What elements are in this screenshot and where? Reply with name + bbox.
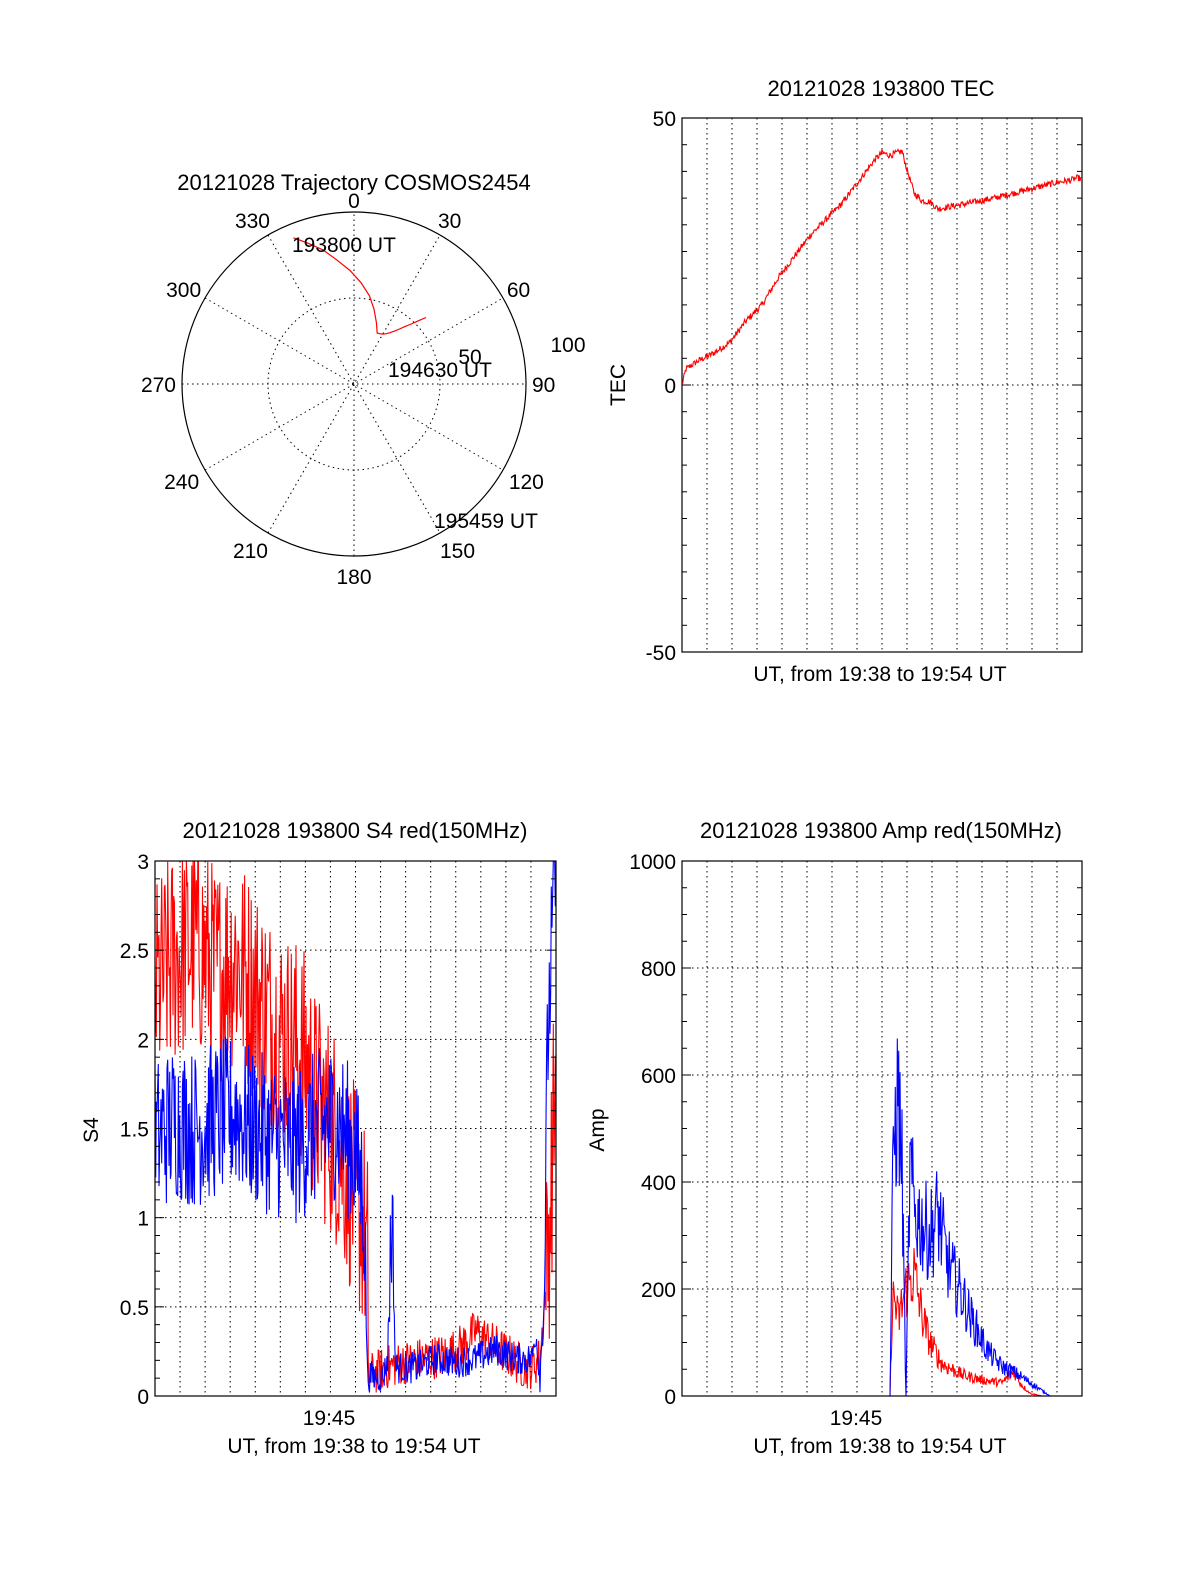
- polar-angle-label-30: 30: [438, 210, 461, 233]
- radius-label-50: 50: [458, 346, 481, 369]
- y-tick-label: 0: [664, 375, 676, 398]
- amp-chart: 20121028 193800 Amp red(150MHz) 0 200 400 6…: [586, 818, 1083, 1458]
- y-tick-label: 3: [137, 851, 149, 874]
- amp-y-tick-labels: 0 200 400 600 800 1000: [629, 851, 676, 1409]
- amp-ticks: [682, 860, 1082, 1397]
- y-tick-label: 400: [641, 1172, 676, 1195]
- y-tick-label: 0.5: [120, 1297, 149, 1320]
- y-tick-label: 1: [137, 1208, 149, 1231]
- tec-x-axis-label: UT, from 19:38 to 19:54 UT: [753, 663, 1006, 686]
- y-tick-label: 800: [641, 958, 676, 981]
- y-tick-label: 50: [653, 108, 676, 131]
- polar-angle-label-270: 270: [141, 374, 176, 397]
- tec-y-axis-label: TEC: [607, 364, 630, 406]
- y-tick-label: 2: [137, 1029, 149, 1052]
- polar-angle-label-120: 120: [509, 471, 544, 494]
- polar-angle-label-330: 330: [235, 210, 270, 233]
- y-tick-label: 0: [137, 1386, 149, 1409]
- tec-ticks: [682, 117, 1082, 653]
- polar-angle-label-90: 90: [532, 374, 555, 397]
- tec-chart: 20121028 193800 TEC -50 0 50 TEC UT, from …: [607, 76, 1083, 686]
- amp-x-axis-label: UT, from 19:38 to 19:54 UT: [753, 1435, 1006, 1458]
- s4-y-axis-label: S4: [80, 1117, 103, 1143]
- tec-grid: [682, 118, 1082, 652]
- polar-angle-label-300: 300: [166, 279, 201, 302]
- polar-grid: [182, 212, 526, 556]
- s4-ticks: [155, 860, 556, 1397]
- series-line-1: [154, 860, 557, 1393]
- s4-x-tick-label: 19:45: [303, 1407, 356, 1430]
- polar-title: 20121028 Trajectory COSMOS2454: [177, 170, 530, 195]
- tec-title: 20121028 193800 TEC: [767, 76, 994, 101]
- polar-angle-label-180: 180: [336, 566, 371, 589]
- y-tick-label: 2.5: [120, 940, 149, 963]
- tec-y-tick-labels: -50 0 50: [646, 108, 676, 665]
- amp-title: 20121028 193800 Amp red(150MHz): [700, 818, 1062, 843]
- polar-angle-label-240: 240: [164, 471, 199, 494]
- y-tick-label: 1.5: [120, 1119, 149, 1142]
- s4-y-tick-labels: 0 0.5 1 1.5 2 2.5 3: [120, 851, 149, 1409]
- s4-chart: 20121028 193800 S4 red(150MHz) 0 0.5 1 1.5 2…: [80, 818, 557, 1458]
- amp-x-tick-label: 19:45: [830, 1407, 883, 1430]
- trajectory-end-label: 195459 UT: [434, 510, 538, 533]
- radius-label-100: 100: [550, 334, 585, 357]
- y-tick-label: -50: [646, 642, 676, 665]
- amp-y-axis-label: Amp: [586, 1108, 609, 1151]
- polar-angle-label-210: 210: [233, 540, 268, 563]
- s4-x-axis-label: UT, from 19:38 to 19:54 UT: [227, 1435, 480, 1458]
- polar-angle-label-60: 60: [507, 279, 530, 302]
- y-tick-label: 200: [641, 1279, 676, 1302]
- polar-angle-label-0: 0: [348, 190, 360, 213]
- polar-angle-labels: 0 30 60 90 120 150 180 210 240 270 300 330: [141, 190, 555, 589]
- polar-grid-ring-50: [267, 297, 441, 471]
- s4-title: 20121028 193800 S4 red(150MHz): [183, 818, 528, 843]
- y-tick-label: 1000: [629, 851, 676, 874]
- polar-trajectory-chart: 20121028 Trajectory COSMOS2454 0 30 60 90 12…: [141, 170, 586, 589]
- polar-angle-label-150: 150: [440, 540, 475, 563]
- tec-series: [681, 148, 1083, 385]
- amp-grid: [682, 861, 1082, 1396]
- s4-series: [154, 860, 557, 1393]
- trajectory-start-label: 193800 UT: [292, 234, 396, 257]
- y-tick-label: 0: [664, 1386, 676, 1409]
- trajectory-line: [293, 237, 427, 335]
- trajectory-mid-label: 194630 UT: [388, 359, 492, 382]
- polar-outer-circle: [181, 211, 527, 557]
- series-line-0: [681, 148, 1083, 385]
- y-tick-label: 600: [641, 1065, 676, 1088]
